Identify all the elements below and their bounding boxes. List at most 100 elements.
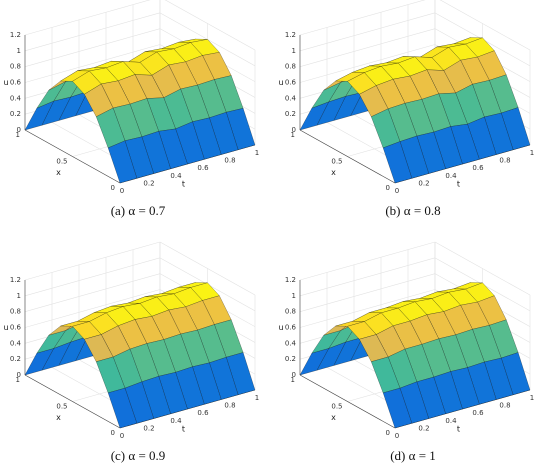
x-axis-label: x bbox=[56, 168, 61, 177]
x-tick-label: 1 bbox=[16, 376, 20, 384]
y-tick-label: 0.6 bbox=[472, 164, 484, 172]
z-axis-label: u bbox=[278, 78, 283, 87]
y-tick-label: 0 bbox=[120, 187, 124, 195]
axis-line bbox=[299, 374, 396, 429]
y-axis-label: t bbox=[457, 180, 460, 189]
x-tick-label: 0.5 bbox=[56, 403, 67, 411]
z-tick-label: 0.6 bbox=[10, 79, 22, 87]
y-tick-label: 0.8 bbox=[499, 402, 510, 410]
z-tick-label: 1 bbox=[292, 47, 296, 55]
z-tick-label: 1.2 bbox=[285, 276, 296, 284]
y-tick-label: 0.4 bbox=[445, 417, 457, 425]
subplot: 00.20.40.60.811.200.5100.20.40.60.81uxt(… bbox=[3, 241, 259, 463]
subplot: 00.20.40.60.811.200.5100.20.40.60.81uxt(… bbox=[3, 0, 259, 218]
x-axis-label: x bbox=[56, 413, 61, 422]
z-tick-label: 1.2 bbox=[285, 31, 296, 39]
z-tick-label: 1 bbox=[17, 47, 21, 55]
x-tick-label: 0 bbox=[386, 184, 390, 192]
y-tick-label: 0.4 bbox=[170, 172, 182, 180]
x-tick-label: 0.5 bbox=[56, 158, 67, 166]
grid-line bbox=[24, 0, 151, 36]
z-tick-label: 0.6 bbox=[285, 324, 297, 332]
z-tick-label: 1.2 bbox=[10, 31, 21, 39]
y-tick-label: 0.4 bbox=[170, 417, 182, 425]
axis-line bbox=[24, 129, 121, 184]
y-tick-label: 0.2 bbox=[418, 179, 429, 187]
x-tick-label: 1 bbox=[16, 131, 20, 139]
y-tick-label: 1 bbox=[255, 394, 259, 402]
x-tick-label: 0 bbox=[111, 429, 115, 437]
y-tick-label: 1 bbox=[530, 394, 534, 402]
z-tick-label: 0.8 bbox=[10, 63, 21, 71]
grid-line bbox=[299, 289, 436, 328]
caption: (b) α = 0.8 bbox=[385, 203, 440, 218]
z-tick-label: 0.4 bbox=[285, 339, 297, 347]
grid-line bbox=[299, 241, 436, 281]
y-tick-label: 0.6 bbox=[197, 409, 209, 417]
surface-patch bbox=[107, 387, 138, 429]
z-tick-label: 1.2 bbox=[10, 276, 21, 284]
x-axis-label: x bbox=[331, 168, 336, 177]
y-axis-label: t bbox=[182, 425, 185, 434]
caption: (d) α = 1 bbox=[390, 448, 436, 463]
z-tick-label: 0.8 bbox=[285, 63, 296, 71]
z-tick-label: 0.4 bbox=[285, 94, 297, 102]
z-tick-label: 1 bbox=[292, 292, 296, 300]
surface-patch bbox=[382, 387, 413, 429]
grid-line bbox=[24, 273, 161, 312]
y-axis-label: t bbox=[457, 425, 460, 434]
z-tick-label: 0.2 bbox=[10, 355, 21, 363]
x-tick-label: 1 bbox=[291, 376, 295, 384]
y-tick-label: 0 bbox=[120, 432, 124, 440]
axis-line bbox=[299, 129, 396, 184]
z-tick-label: 0 bbox=[292, 371, 296, 379]
x-tick-label: 0 bbox=[386, 429, 390, 437]
y-tick-label: 1 bbox=[530, 149, 534, 157]
y-tick-label: 0.2 bbox=[143, 424, 154, 432]
z-tick-label: 0 bbox=[292, 126, 296, 134]
caption: (a) α = 0.7 bbox=[111, 203, 166, 218]
grid-line bbox=[24, 44, 161, 83]
x-tick-label: 0.5 bbox=[331, 403, 342, 411]
subplot: 00.20.40.60.811.200.5100.20.40.60.81uxt(… bbox=[278, 0, 534, 218]
grid-line bbox=[24, 241, 161, 281]
grid-line bbox=[24, 289, 161, 328]
z-tick-label: 1 bbox=[17, 292, 21, 300]
grid-line bbox=[24, 12, 161, 52]
z-tick-label: 0.2 bbox=[10, 110, 21, 118]
y-tick-label: 1 bbox=[255, 149, 259, 157]
y-tick-label: 0.8 bbox=[224, 157, 235, 165]
y-tick-label: 0.6 bbox=[197, 164, 209, 172]
z-tick-label: 0.4 bbox=[10, 339, 22, 347]
grid-line bbox=[299, 28, 436, 67]
z-axis-label: u bbox=[3, 323, 8, 332]
y-axis-label: t bbox=[182, 180, 185, 189]
grid-line bbox=[24, 257, 161, 297]
z-tick-label: 0.4 bbox=[10, 94, 22, 102]
z-axis-label: u bbox=[3, 78, 8, 87]
surface-patch bbox=[382, 141, 413, 184]
subplot: 00.20.40.60.811.200.5100.20.40.60.81uxt(… bbox=[278, 241, 534, 463]
x-tick-label: 0.5 bbox=[331, 158, 342, 166]
z-tick-label: 0.8 bbox=[10, 308, 21, 316]
grid-line bbox=[299, 12, 436, 52]
y-tick-label: 0.8 bbox=[224, 402, 235, 410]
y-tick-label: 0 bbox=[395, 432, 399, 440]
caption: (c) α = 0.9 bbox=[111, 448, 166, 463]
grid-line bbox=[299, 44, 436, 83]
x-tick-label: 0 bbox=[111, 184, 115, 192]
z-tick-label: 0 bbox=[17, 126, 21, 134]
z-tick-label: 0.6 bbox=[285, 79, 297, 87]
grid-line bbox=[299, 273, 436, 312]
y-tick-label: 0.8 bbox=[499, 157, 510, 165]
x-axis-label: x bbox=[331, 413, 336, 422]
z-tick-label: 0 bbox=[17, 371, 21, 379]
y-tick-label: 0.6 bbox=[472, 409, 484, 417]
z-tick-label: 0.6 bbox=[10, 324, 22, 332]
grid-line bbox=[299, 257, 436, 297]
x-tick-label: 1 bbox=[291, 131, 295, 139]
y-tick-label: 0.2 bbox=[418, 424, 429, 432]
y-tick-label: 0 bbox=[395, 187, 399, 195]
y-tick-label: 0.2 bbox=[143, 179, 154, 187]
